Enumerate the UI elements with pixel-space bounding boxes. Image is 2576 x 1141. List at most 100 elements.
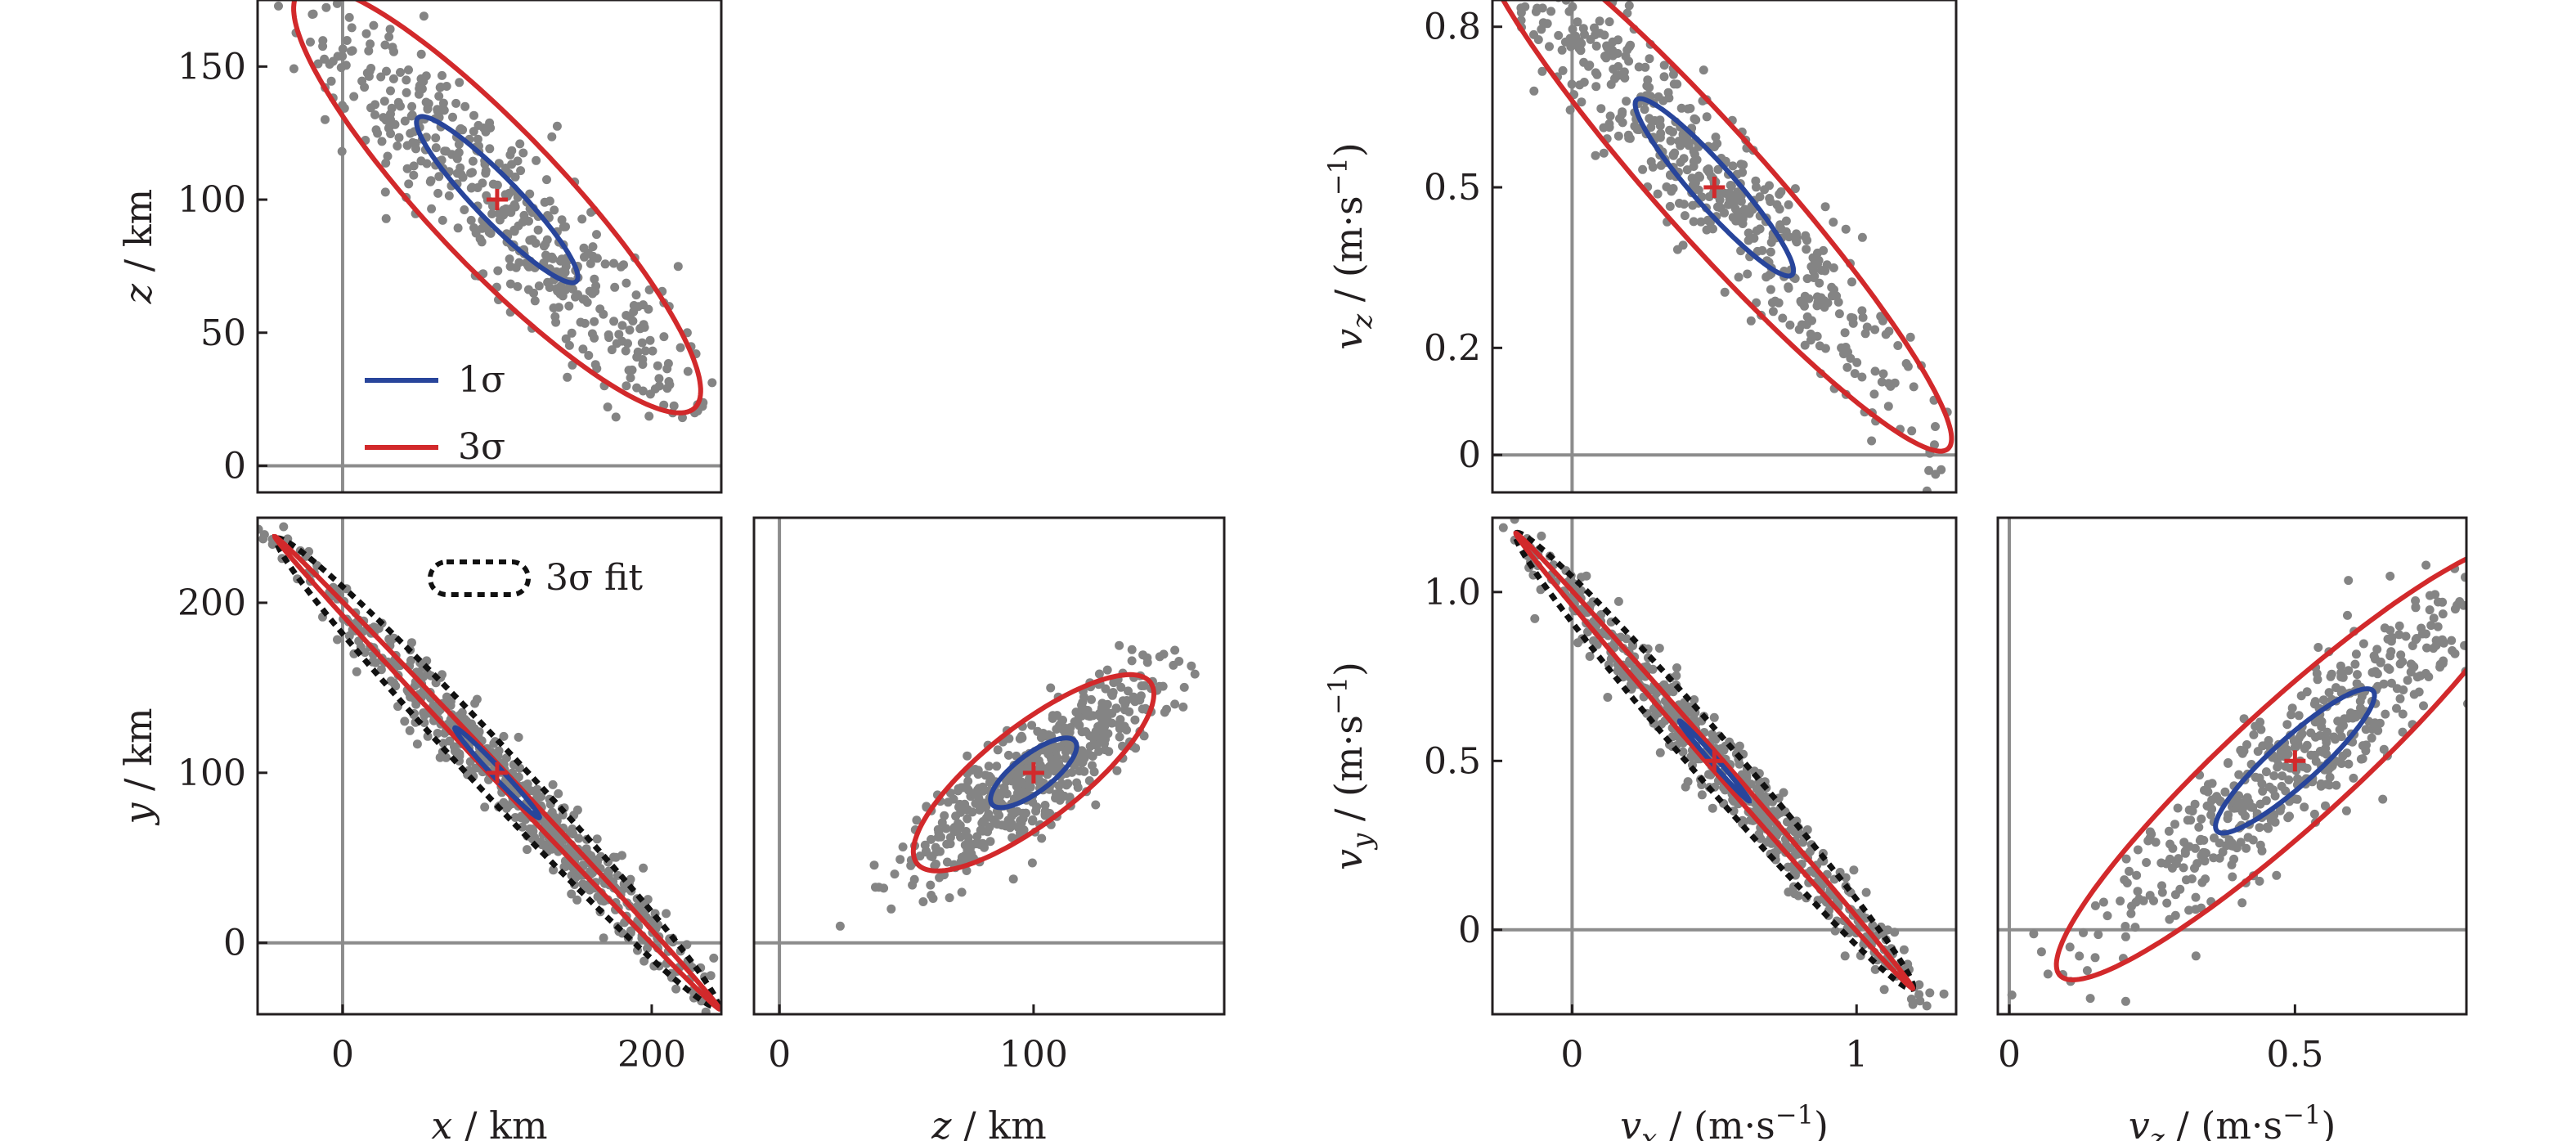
scatter-point <box>611 412 621 422</box>
scatter-point <box>338 44 348 54</box>
scatter-point <box>2282 720 2292 730</box>
scatter-point <box>438 98 448 108</box>
center-marker <box>1703 750 1726 772</box>
scatter-point <box>1802 320 1811 330</box>
scatter-point <box>2398 727 2408 737</box>
scatter-point <box>2191 892 2201 902</box>
scatter-point <box>2338 751 2348 761</box>
scatter-point <box>2352 679 2362 689</box>
scatter-point <box>1770 826 1779 835</box>
scatter-point <box>2322 727 2332 737</box>
scatter-point <box>2538 576 2547 585</box>
scatter-point <box>556 281 566 291</box>
scatter-point <box>2121 854 2131 864</box>
scatter-point <box>1931 422 1940 431</box>
scatter-point <box>1868 920 1878 930</box>
scatter-point <box>1529 86 1539 96</box>
axis-label-unit: / (m·s <box>1326 715 1371 833</box>
scatter-point <box>1557 45 1567 55</box>
scatter-point <box>2375 718 2385 728</box>
scatter-point <box>485 144 495 154</box>
scatter-point <box>2470 600 2479 609</box>
sigma1-ellipse <box>414 114 581 285</box>
scatter-point <box>2480 640 2488 649</box>
scatter-point <box>1870 964 1880 974</box>
scatter-point <box>1567 79 1577 89</box>
scatter-point <box>2417 629 2427 639</box>
scatter-point <box>380 187 390 197</box>
scatter-point <box>2190 799 2200 809</box>
scatter-point <box>2239 802 2249 811</box>
scatter-point <box>364 46 374 56</box>
scatter-point <box>2249 730 2259 739</box>
scatter-point <box>2120 996 2130 1006</box>
scatter-point <box>747 1045 756 1054</box>
scatter-point <box>1766 285 1775 294</box>
scatter-point <box>404 65 413 74</box>
scatter-point <box>1687 173 1697 183</box>
scatter-point <box>1127 656 1137 666</box>
scatter-point <box>2296 730 2305 740</box>
scatter-point <box>1752 784 1761 793</box>
scatter-point <box>1670 148 1680 158</box>
scatter-point <box>2255 799 2265 809</box>
scatter-point <box>370 100 380 110</box>
scatter-point <box>1925 988 1935 998</box>
scatter-point <box>469 127 478 137</box>
scatter-point <box>2132 870 2142 880</box>
scatter-point <box>2371 667 2381 676</box>
scatter-point <box>419 708 429 717</box>
scatter-point <box>637 338 647 348</box>
scatter-point <box>1051 793 1061 803</box>
scatter-point <box>1878 369 1888 379</box>
axis-label-subscript: z <box>2149 1123 2165 1141</box>
scatter-point <box>2231 796 2240 806</box>
scatter-point <box>2165 854 2174 864</box>
scatter-point <box>736 1015 745 1024</box>
scatter-point <box>531 238 541 248</box>
scatter-point <box>2229 854 2239 864</box>
scatter-point <box>455 749 464 759</box>
scatter-point <box>2253 747 2263 757</box>
scatter-point <box>626 373 635 383</box>
axis-label-superscript: −1 <box>1322 157 1353 195</box>
scatter-point <box>2331 780 2341 790</box>
scatter-point <box>1003 750 1013 760</box>
scatter-point <box>258 534 268 544</box>
scatter-point <box>1097 708 1106 716</box>
scatter-point <box>1909 382 1919 392</box>
scatter-point <box>1483 489 1492 498</box>
scatter-point <box>2257 846 2267 856</box>
scatter-point <box>567 889 577 899</box>
scatter-point <box>2248 835 2258 845</box>
scatter-point <box>2411 602 2421 612</box>
scatter-point <box>1738 219 1748 228</box>
plot-area <box>258 0 796 492</box>
scatter-point <box>787 411 796 420</box>
scatter-point <box>1905 332 1915 342</box>
scatter-point <box>1674 137 1684 146</box>
scatter-point <box>2361 725 2371 734</box>
scatter-point <box>165 422 174 431</box>
scatter-point <box>2029 929 2039 939</box>
scatter-point <box>1699 65 1708 75</box>
axis-label-unit: / (m·s <box>2165 1103 2283 1141</box>
axis-label-subscript: y <box>1346 833 1379 851</box>
scatter-point <box>1713 164 1723 174</box>
scatter-point <box>406 111 416 121</box>
scatter-point <box>2291 794 2300 804</box>
x-tick-label: 0 <box>1560 1034 1583 1076</box>
plot-frame <box>1491 0 1958 494</box>
scatter-point <box>438 739 448 748</box>
scatter-point <box>1922 1017 1931 1026</box>
scatter-point <box>2293 739 2303 749</box>
scatter-point <box>400 116 410 126</box>
scatter-point <box>2398 709 2408 719</box>
scatter-point <box>446 701 456 710</box>
scatter-point <box>890 869 900 879</box>
scatter-point <box>1648 162 1658 172</box>
scatter-point <box>1190 669 1200 679</box>
scatter-point <box>2232 803 2242 813</box>
scatter-point <box>469 223 478 232</box>
scatter-point <box>393 97 403 107</box>
